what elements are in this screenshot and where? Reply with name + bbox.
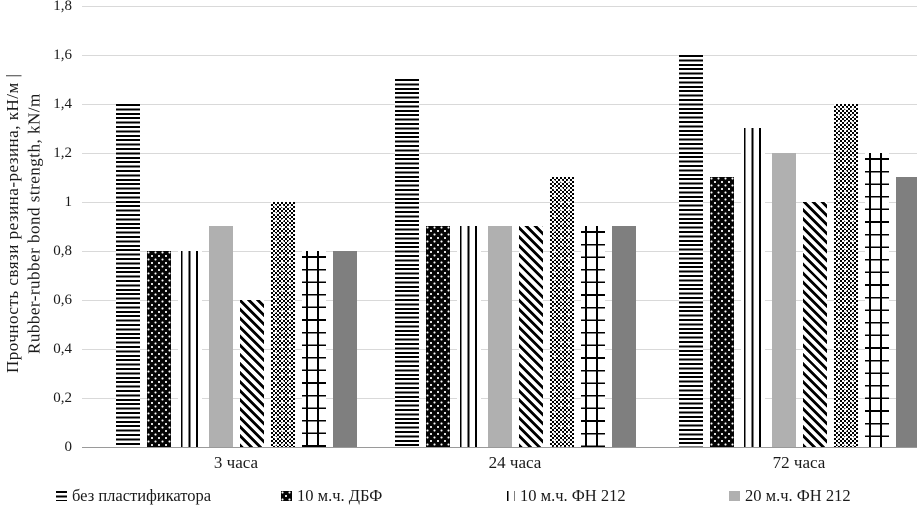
category-label: 24 часа [488, 453, 542, 472]
bar [146, 251, 171, 447]
bar [115, 104, 140, 447]
bar [611, 226, 636, 447]
legend-label: 10 м.ч. ФН 212 [520, 486, 626, 505]
x-axis-line [82, 447, 917, 448]
legend-swatch-vertical-lines [504, 491, 515, 501]
legend-item: 20 м.ч. ФН 212 [729, 486, 851, 506]
bar [802, 202, 827, 447]
ytick-label: 0,4 [53, 341, 72, 357]
bar [487, 226, 512, 447]
legend-item: 10 м.ч. ДБФ [281, 486, 382, 506]
bar-group [115, 0, 357, 447]
ytick-label: 0 [64, 439, 73, 455]
bar [177, 251, 202, 447]
ytick-label: 1,4 [53, 96, 72, 112]
bar [740, 128, 765, 447]
category-label: 3 часа [213, 453, 259, 472]
ytick-label: 1 [64, 194, 73, 210]
legend-swatch-light-gray-solid [729, 491, 740, 501]
bar [678, 55, 703, 447]
bar [208, 226, 233, 447]
bar [425, 226, 450, 447]
y-axis-title-line-en: Rubber-rubber bond strength, kN/m [24, 93, 44, 354]
bar [833, 104, 858, 447]
ytick-label: 1,8 [53, 0, 72, 14]
y-axis-title-line-ru: Прочность связи резина-резина, кН/м | [2, 73, 22, 374]
legend-item: 10 м.ч. ФН 212 [504, 486, 626, 506]
ytick-label: 1,2 [53, 145, 72, 161]
bar [394, 79, 419, 447]
category-label: 72 часа [772, 453, 826, 472]
gridline [82, 202, 917, 203]
gridline [82, 153, 917, 154]
bar [301, 251, 326, 447]
ytick-label: 0,6 [53, 292, 72, 308]
legend-label: без пластификатора [72, 486, 212, 505]
legend-label: 10 м.ч. ДБФ [297, 486, 383, 505]
bar [549, 177, 574, 447]
bar [239, 300, 264, 447]
bar [771, 153, 796, 447]
ytick-label: 0,8 [53, 243, 72, 259]
ytick-label: 1,6 [53, 47, 72, 63]
bar [456, 226, 481, 447]
bar [518, 226, 543, 447]
bar [709, 177, 734, 447]
bar [580, 226, 605, 447]
bar [895, 177, 917, 447]
bar [864, 153, 889, 447]
bar-group [394, 0, 636, 447]
gridline [82, 6, 917, 7]
legend-item: без пластификатора [56, 486, 211, 506]
bar [270, 202, 295, 447]
bar [332, 251, 357, 447]
ytick-label: 0,2 [53, 390, 72, 406]
legend-swatch-horizontal-stripes [56, 491, 67, 501]
legend-swatch-black-with-white-dots [281, 491, 292, 501]
gridline [82, 55, 917, 56]
gridline [82, 104, 917, 105]
legend-label: 20 м.ч. ФН 212 [745, 486, 851, 505]
y-axis-title: Прочность связи резина-резина, кН/м | Ru… [0, 0, 47, 447]
bar-group [678, 0, 917, 447]
